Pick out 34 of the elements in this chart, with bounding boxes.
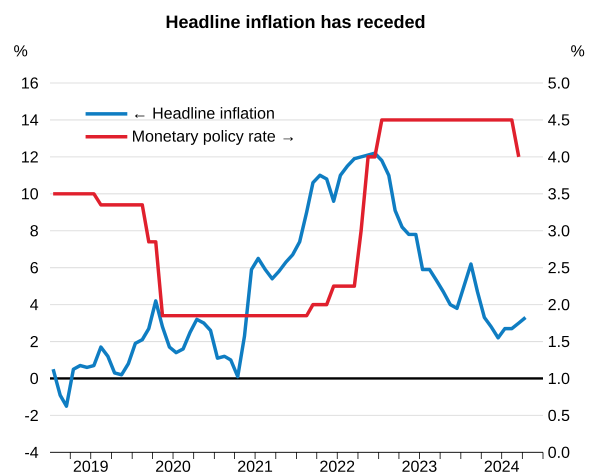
y-axis-title: % bbox=[14, 45, 28, 56]
y2-tick-label: 1.0 bbox=[548, 372, 570, 384]
x-tick-label: 2021 bbox=[238, 460, 272, 472]
y-tick-label: 4 bbox=[30, 299, 38, 310]
y-tick-label: 16 bbox=[22, 77, 38, 89]
x-tick-label: 2020 bbox=[156, 460, 190, 472]
legend-label: Monetary policy rate → bbox=[133, 130, 293, 145]
legend-label: ← Headline inflation bbox=[134, 107, 274, 119]
y2-tick-label: 2.5 bbox=[548, 262, 570, 274]
x-tick-label: 2024 bbox=[484, 460, 520, 472]
x-tick-label: 2023 bbox=[402, 460, 437, 472]
x-tick-label: 2022 bbox=[320, 460, 354, 472]
y-tick-label: -4 bbox=[25, 446, 38, 458]
y2-tick-label: 3.5 bbox=[548, 188, 570, 200]
y-tick-label: 8 bbox=[30, 225, 38, 236]
y-tick-label: 6 bbox=[30, 262, 38, 274]
y-tick-label: 0 bbox=[30, 372, 38, 384]
y2-axis-title: % bbox=[571, 45, 584, 56]
y2-tick-label: 4.0 bbox=[548, 151, 570, 163]
y2-tick-label: 3.0 bbox=[548, 225, 570, 236]
y2-tick-label: 1.5 bbox=[548, 336, 570, 348]
y2-tick-label: 5.0 bbox=[548, 77, 570, 89]
x-tick-label: 2019 bbox=[74, 460, 108, 472]
y2-tick-label: 0.5 bbox=[548, 410, 570, 422]
y-tick-label: 12 bbox=[22, 151, 38, 162]
y2-tick-label: 0.0 bbox=[548, 446, 570, 458]
y-tick-label: -2 bbox=[25, 410, 38, 421]
y2-tick-label: 4.5 bbox=[548, 114, 570, 126]
y-tick-label: 14 bbox=[22, 114, 38, 126]
y2-tick-label: 2.0 bbox=[548, 298, 570, 310]
y-tick-label: 10 bbox=[22, 188, 38, 200]
chart-title: Headline inflation has receded bbox=[166, 14, 424, 28]
y-tick-label: 2 bbox=[30, 336, 38, 348]
line-series bbox=[51, 151, 528, 408]
